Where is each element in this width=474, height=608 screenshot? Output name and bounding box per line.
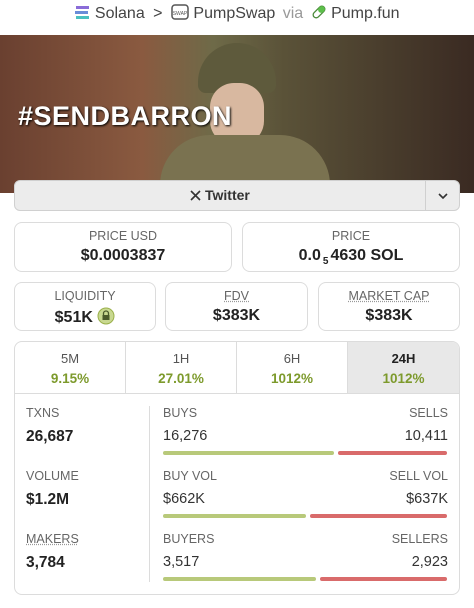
fdv-value: $383K <box>212 307 261 324</box>
timeframe-label: 6H <box>283 351 301 366</box>
sell-bar <box>337 451 447 455</box>
timeframe-tab[interactable]: 1H 27.01% <box>126 342 237 393</box>
social-link[interactable]: Twitter <box>15 187 425 203</box>
dex-icon: SWAP <box>171 4 189 20</box>
sell-label: SELLERS <box>391 532 448 546</box>
banner-text: #SENDBARRON <box>18 101 233 131</box>
dropdown[interactable] <box>425 181 460 210</box>
liquidity-amount: $51K <box>54 309 93 326</box>
social-label: Twitter <box>205 187 250 203</box>
timeframe-change: 27.01% <box>158 371 204 386</box>
buy-bar <box>163 514 306 518</box>
sell-bar <box>309 514 447 518</box>
breadcrumb: Solana > SWAP PumpSwap via Pump.fun <box>0 4 474 23</box>
sell-label: SELL VOL <box>389 469 448 483</box>
fdv-label: FDV <box>224 289 249 303</box>
banner: #SENDBARRON <box>0 35 474 193</box>
timeframe-change: 1012% <box>382 371 425 386</box>
fdv-card: FDV $383K <box>165 282 308 331</box>
buy-label: BUYERS <box>163 532 215 546</box>
price-value: 0.0 5 4630 SOL <box>243 247 459 267</box>
timeframe-tab[interactable]: 24H 1012% <box>348 342 459 393</box>
buy-bar <box>163 451 334 455</box>
price-prefix: 0.0 <box>298 247 321 264</box>
timeframe-change: 9.15% <box>50 371 90 386</box>
liquidity-card: LIQUIDITY $51K <box>14 282 156 331</box>
stats-panel: 5M 9.15% 1H 27.01% 6H 1012% 24H 1012% TXNS 26,68… <box>14 341 460 595</box>
lock-icon <box>97 307 115 325</box>
liquidity-value: $51K <box>15 307 155 327</box>
x-icon <box>190 190 201 201</box>
price-usd-label: PRICE USD <box>88 229 158 243</box>
buy-label: BUY VOL <box>163 469 217 483</box>
stat-value: 3,784 <box>26 554 65 571</box>
price-card: PRICE 0.0 5 4630 SOL <box>242 222 460 272</box>
sell-value: 2,923 <box>411 554 448 570</box>
timeframe-label: 24H <box>391 351 416 366</box>
timeframe-change: 1012% <box>270 371 314 386</box>
stat-label: MAKERS <box>26 532 79 546</box>
sell-value: 10,411 <box>404 428 448 444</box>
price-usd-card: PRICE USD $0.0003837 <box>14 222 232 272</box>
timeframe-label: 1H <box>172 351 190 366</box>
stat-value: 26,687 <box>26 428 74 445</box>
face <box>210 83 264 145</box>
buy-bar <box>163 577 316 581</box>
buy-label: BUYS <box>163 406 198 420</box>
stat-label: VOLUME <box>26 469 79 483</box>
chevron <box>438 193 448 200</box>
separator: > <box>153 5 163 22</box>
price-usd-value: $0.0003837 <box>80 247 166 264</box>
divider <box>149 406 150 582</box>
sell-bar <box>319 577 447 581</box>
timeframe-tab[interactable]: 5M 9.15% <box>15 342 126 393</box>
sell-value: $637K <box>406 491 448 507</box>
svg-text:SWAP: SWAP <box>173 11 188 17</box>
dex[interactable]: PumpSwap <box>193 5 276 22</box>
chain[interactable]: Solana <box>94 5 145 22</box>
timeframe-tab[interactable]: 6H 1012% <box>237 342 348 393</box>
timeframe-tabs: 5M 9.15% 1H 27.01% 6H 1012% 24H 1012% <box>15 342 459 394</box>
launchpad-icon <box>312 5 326 19</box>
buy-value: 3,517 <box>163 554 200 570</box>
social-button[interactable]: Twitter <box>14 180 460 211</box>
price-subscript: 5 <box>322 256 329 268</box>
market-cap-label: MARKET CAP <box>348 289 430 303</box>
price-suffix: 4630 SOL <box>330 247 404 264</box>
market-cap-value: $383K <box>365 307 413 324</box>
launchpad[interactable]: Pump.fun <box>331 5 400 22</box>
solana-icon <box>75 6 90 19</box>
via: via <box>282 5 304 22</box>
market-cap-card: MARKET CAP $383K <box>318 282 460 331</box>
buy-value: 16,276 <box>163 428 208 444</box>
stat-label: TXNS <box>26 406 60 420</box>
price-label: PRICE <box>331 229 371 243</box>
buy-value: $662K <box>163 491 205 507</box>
stat-value: $1.2M <box>26 491 70 508</box>
liquidity-label: LIQUIDITY <box>54 289 116 303</box>
timeframe-label: 5M <box>60 351 80 366</box>
sell-label: SELLS <box>409 406 448 420</box>
